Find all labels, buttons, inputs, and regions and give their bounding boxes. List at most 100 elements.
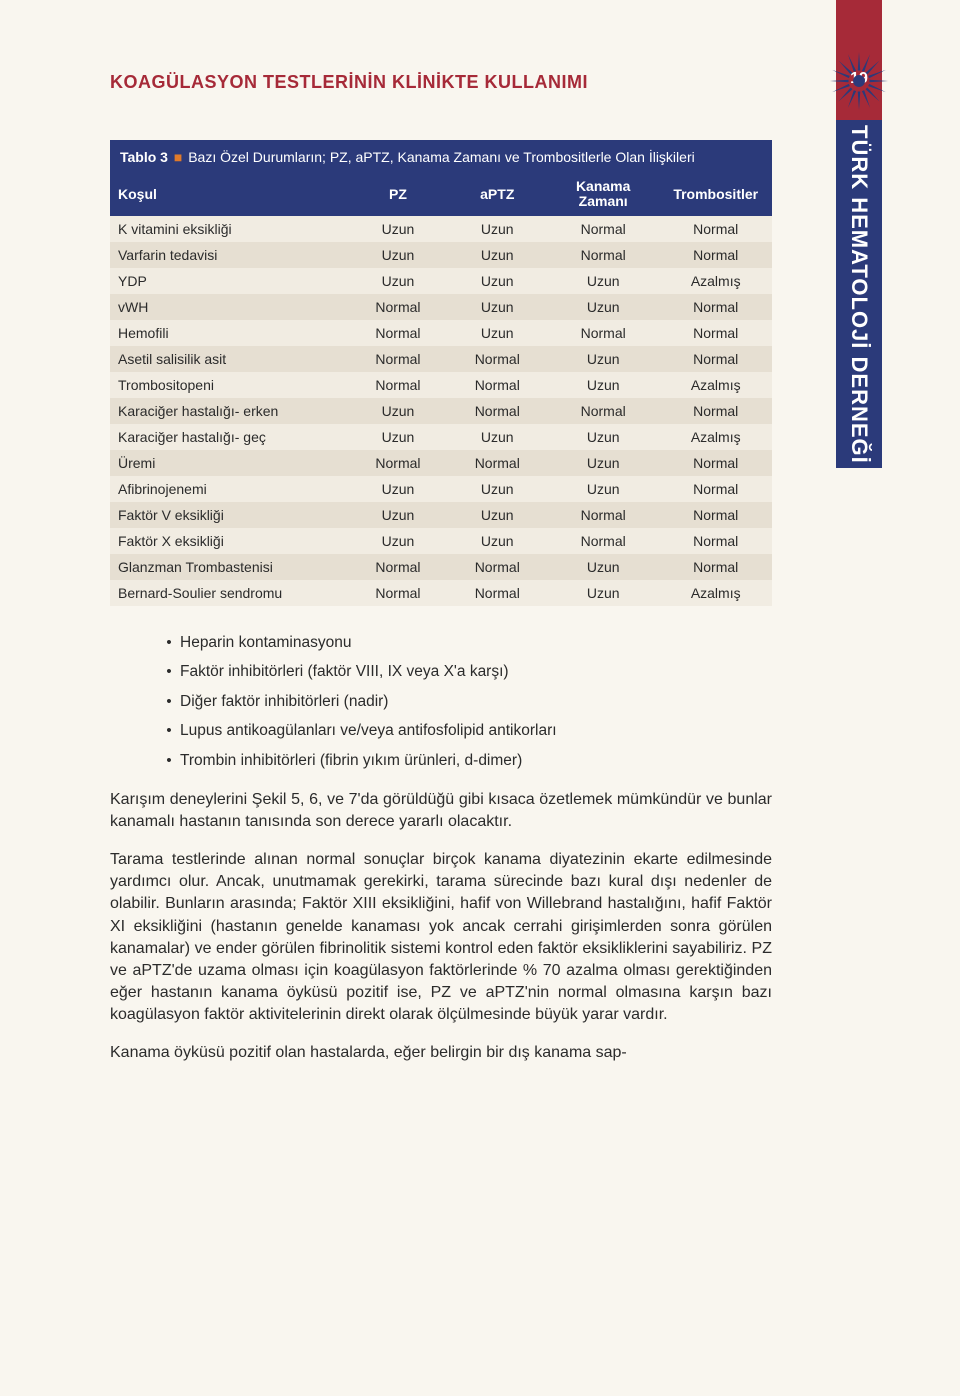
paragraph: Kanama öyküsü pozitif olan hastalarda, e…: [110, 1042, 772, 1064]
table-row: vWHNormalUzunUzunNormal: [110, 294, 772, 320]
table-cell: Karaciğer hastalığı- erken: [110, 398, 348, 424]
table-cell: Üremi: [110, 450, 348, 476]
table-cell: Normal: [348, 346, 447, 372]
table-cell: Normal: [659, 320, 772, 346]
bullet-list: Heparin kontaminasyonuFaktör inhibitörle…: [158, 628, 772, 776]
page-title: KOAGÜLASYON TESTLERİNİN KLİNİKTE KULLANI…: [110, 72, 588, 93]
table-cell: Hemofili: [110, 320, 348, 346]
table-cell: Asetil salisilik asit: [110, 346, 348, 372]
table-row: Faktör X eksikliğiUzunUzunNormalNormal: [110, 528, 772, 554]
table-cell: Normal: [659, 554, 772, 580]
table-row: Bernard-Soulier sendromuNormalNormalUzun…: [110, 580, 772, 606]
table-row: ÜremiNormalNormalUzunNormal: [110, 450, 772, 476]
table-cell: Normal: [659, 476, 772, 502]
table-cell: Normal: [547, 398, 660, 424]
table-cell: Normal: [547, 528, 660, 554]
table-cell: Normal: [547, 242, 660, 268]
page-number: 19: [836, 70, 882, 88]
table-cell: Uzun: [348, 424, 447, 450]
table-cell: Normal: [348, 580, 447, 606]
table-cell: Uzun: [348, 476, 447, 502]
table-cell: Uzun: [348, 216, 447, 242]
list-item: Faktör inhibitörleri (faktör VIII, IX ve…: [158, 657, 772, 687]
table-cell: Azalmış: [659, 268, 772, 294]
table-row: Asetil salisilik asitNormalNormalUzunNor…: [110, 346, 772, 372]
table-cell: Uzun: [348, 268, 447, 294]
table-cell: Normal: [348, 554, 447, 580]
caption-dot-icon: ■: [172, 149, 184, 165]
table-cell: Azalmış: [659, 580, 772, 606]
table-cell: Uzun: [547, 346, 660, 372]
table-cell: Uzun: [547, 554, 660, 580]
table-caption-prefix: Tablo 3: [120, 149, 168, 165]
side-tab: TÜRK HEMATOLOJİ DERNEĞİ: [836, 120, 882, 468]
table-cell: Normal: [448, 554, 547, 580]
table-cell: Uzun: [448, 268, 547, 294]
table-row: Faktör V eksikliğiUzunUzunNormalNormal: [110, 502, 772, 528]
table-cell: Normal: [448, 346, 547, 372]
table-cell: Faktör X eksikliği: [110, 528, 348, 554]
table-cell: Uzun: [448, 294, 547, 320]
table-header-cell: Koşul: [110, 173, 348, 216]
table-header-row: KoşulPZaPTZKanamaZamanıTrombositler: [110, 173, 772, 216]
table-cell: Normal: [659, 398, 772, 424]
table-cell: Faktör V eksikliği: [110, 502, 348, 528]
page-number-bar: 19: [836, 0, 882, 120]
table-row: HemofiliNormalUzunNormalNormal: [110, 320, 772, 346]
table-cell: Bernard-Soulier sendromu: [110, 580, 348, 606]
table-cell: vWH: [110, 294, 348, 320]
table-cell: Normal: [547, 320, 660, 346]
table-cell: Normal: [448, 398, 547, 424]
content-region: Tablo 3 ■ Bazı Özel Durumların; PZ, aPTZ…: [110, 140, 772, 1064]
table-cell: Normal: [448, 372, 547, 398]
table-cell: Afibrinojenemi: [110, 476, 348, 502]
table-cell: Azalmış: [659, 372, 772, 398]
table-cell: Azalmış: [659, 424, 772, 450]
table-row: YDPUzunUzunUzunAzalmış: [110, 268, 772, 294]
table-cell: Uzun: [448, 502, 547, 528]
table-cell: Normal: [659, 450, 772, 476]
table-cell: YDP: [110, 268, 348, 294]
table-header-cell: KanamaZamanı: [547, 173, 660, 216]
table-header-cell: Trombositler: [659, 173, 772, 216]
table-cell: Normal: [547, 216, 660, 242]
paragraph: Tarama testlerinde alınan normal sonuçla…: [110, 849, 772, 1026]
table-cell: Normal: [348, 294, 447, 320]
table-cell: Normal: [659, 242, 772, 268]
table-cell: Normal: [348, 450, 447, 476]
table-body: K vitamini eksikliğiUzunUzunNormalNormal…: [110, 216, 772, 606]
table-cell: Normal: [659, 294, 772, 320]
table-cell: Uzun: [448, 424, 547, 450]
table-cell: Uzun: [448, 528, 547, 554]
list-item: Trombin inhibitörleri (fibrin yıkım ürün…: [158, 746, 772, 776]
table-cell: Uzun: [547, 294, 660, 320]
table-cell: Uzun: [448, 216, 547, 242]
table-cell: Normal: [348, 372, 447, 398]
table-row: Glanzman TrombastenisiNormalNormalUzunNo…: [110, 554, 772, 580]
paragraphs: Karışım deneylerini Şekil 5, 6, ve 7'da …: [110, 789, 772, 1064]
paragraph: Karışım deneylerini Şekil 5, 6, ve 7'da …: [110, 789, 772, 833]
table-cell: Uzun: [547, 372, 660, 398]
table-cell: Normal: [547, 502, 660, 528]
table-caption: Tablo 3 ■ Bazı Özel Durumların; PZ, aPTZ…: [110, 140, 772, 173]
table-cell: Karaciğer hastalığı- geç: [110, 424, 348, 450]
list-item: Lupus antikoagülanları ve/veya antifosfo…: [158, 716, 772, 746]
table-row: Karaciğer hastalığı- geçUzunUzunUzunAzal…: [110, 424, 772, 450]
table-row: TrombositopeniNormalNormalUzunAzalmış: [110, 372, 772, 398]
table-cell: Uzun: [348, 398, 447, 424]
table-row: AfibrinojenemiUzunUzunUzunNormal: [110, 476, 772, 502]
table-row: K vitamini eksikliğiUzunUzunNormalNormal: [110, 216, 772, 242]
table-cell: Uzun: [547, 424, 660, 450]
table-cell: Uzun: [547, 476, 660, 502]
table-header-cell: PZ: [348, 173, 447, 216]
table-header-cell: aPTZ: [448, 173, 547, 216]
table-cell: K vitamini eksikliği: [110, 216, 348, 242]
table-cell: Glanzman Trombastenisi: [110, 554, 348, 580]
table-cell: Uzun: [348, 242, 447, 268]
table-cell: Uzun: [348, 502, 447, 528]
table-cell: Normal: [659, 346, 772, 372]
table-cell: Normal: [448, 450, 547, 476]
table-cell: Normal: [659, 216, 772, 242]
table-cell: Uzun: [547, 268, 660, 294]
table-cell: Normal: [659, 502, 772, 528]
